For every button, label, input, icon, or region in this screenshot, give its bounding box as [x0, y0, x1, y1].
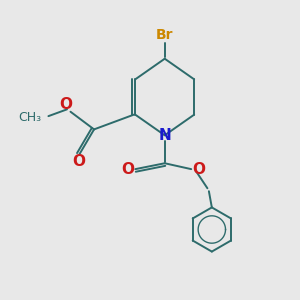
Text: N: N [158, 128, 171, 143]
Text: CH₃: CH₃ [18, 111, 41, 124]
Text: O: O [192, 162, 205, 177]
Text: O: O [60, 97, 73, 112]
Text: Br: Br [156, 28, 173, 42]
Text: O: O [122, 162, 134, 177]
Text: O: O [72, 154, 85, 169]
